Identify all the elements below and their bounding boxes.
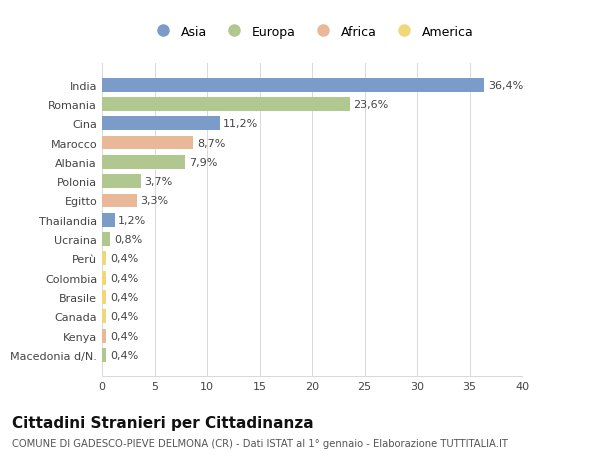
Bar [102, 78, 484, 92]
Text: 0,4%: 0,4% [110, 350, 138, 360]
Bar [102, 271, 106, 285]
Text: 3,3%: 3,3% [140, 196, 169, 206]
Text: 0,4%: 0,4% [110, 254, 138, 264]
Legend: Asia, Europa, Africa, America: Asia, Europa, Africa, America [146, 21, 478, 44]
Bar [102, 252, 106, 266]
Bar [102, 98, 350, 112]
Bar [102, 194, 137, 208]
Bar [102, 348, 106, 362]
Text: 0,4%: 0,4% [110, 312, 138, 322]
Bar [102, 310, 106, 324]
Bar [102, 117, 220, 131]
Bar [102, 233, 110, 246]
Text: 0,4%: 0,4% [110, 331, 138, 341]
Text: 3,7%: 3,7% [145, 177, 173, 187]
Bar [102, 213, 115, 227]
Text: 0,4%: 0,4% [110, 273, 138, 283]
Text: 8,7%: 8,7% [197, 138, 226, 148]
Text: 0,8%: 0,8% [114, 235, 142, 245]
Bar [102, 156, 185, 169]
Text: 1,2%: 1,2% [118, 215, 146, 225]
Text: Cittadini Stranieri per Cittadinanza: Cittadini Stranieri per Cittadinanza [12, 415, 314, 431]
Text: COMUNE DI GADESCO-PIEVE DELMONA (CR) - Dati ISTAT al 1° gennaio - Elaborazione T: COMUNE DI GADESCO-PIEVE DELMONA (CR) - D… [12, 438, 508, 448]
Text: 23,6%: 23,6% [353, 100, 389, 110]
Text: 7,9%: 7,9% [188, 157, 217, 168]
Bar [102, 175, 141, 189]
Bar [102, 291, 106, 304]
Text: 36,4%: 36,4% [488, 80, 523, 90]
Text: 11,2%: 11,2% [223, 119, 259, 129]
Bar [102, 329, 106, 343]
Text: 0,4%: 0,4% [110, 292, 138, 302]
Bar [102, 136, 193, 150]
